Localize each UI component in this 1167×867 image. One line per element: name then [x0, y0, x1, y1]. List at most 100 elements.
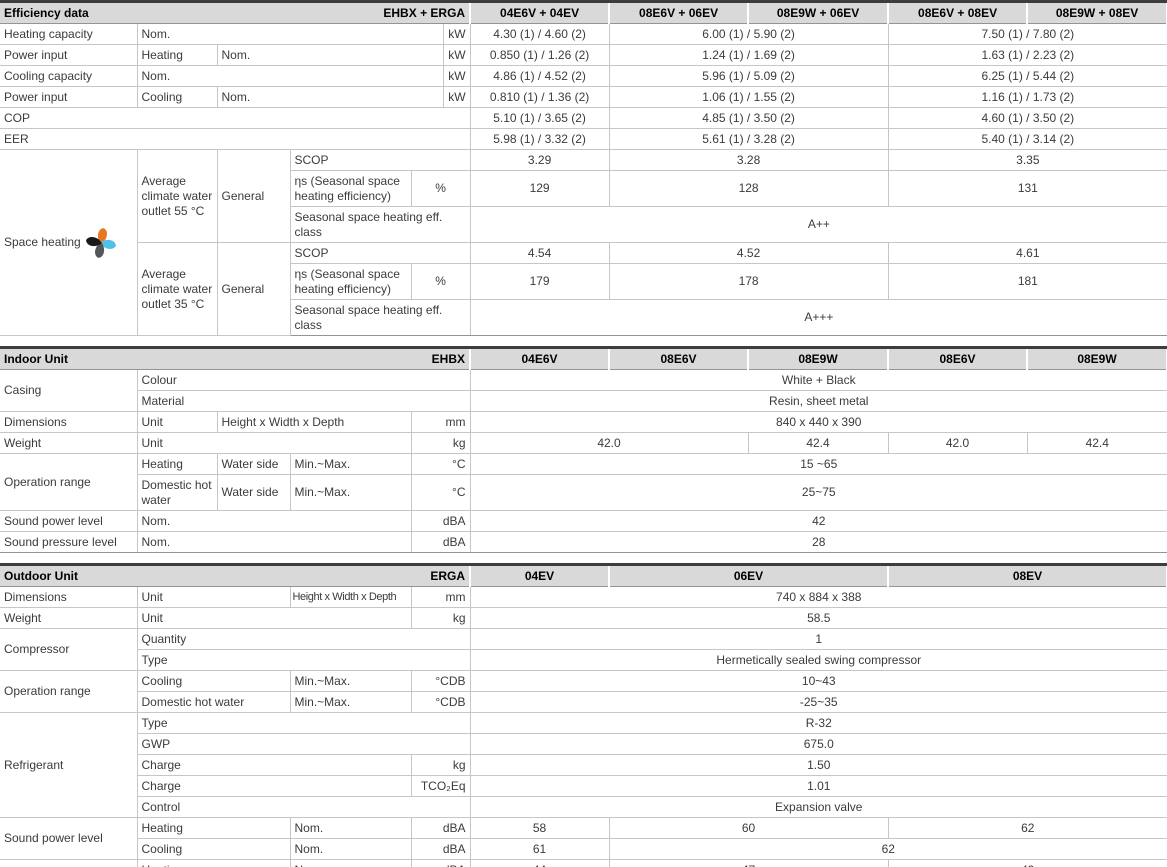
row-label: Casing [0, 369, 138, 412]
cell-unit: % [411, 170, 471, 207]
cell-value: 4.86 (1) / 4.52 (2) [470, 65, 610, 87]
cell-sub: Nom. [290, 859, 412, 867]
table-row: Sound pressure level Nom. dBA 28 [0, 531, 1167, 553]
cell-value: 1.63 (1) / 2.23 (2) [888, 44, 1167, 66]
cell-unit: °CDB [411, 691, 471, 713]
table-row: Outdoor Unit ERGA 04EV 06EV 08EV [0, 564, 1167, 587]
cell-unit: mm [411, 586, 471, 608]
cell-value: 1.24 (1) / 1.69 (2) [609, 44, 889, 66]
cell-value: 740 x 884 x 388 [470, 586, 1167, 608]
cell-sub: Nom. [137, 510, 412, 532]
table-row: ηs (Seasonal space heating efficiency) %… [0, 170, 1167, 207]
cell-sub: Nom. [137, 531, 412, 553]
row-label: Sound pressure level [0, 531, 138, 553]
cell-unit: dBA [411, 510, 471, 532]
cell-sub: Colour [137, 369, 471, 391]
cell-sub: Quantity [137, 628, 471, 650]
cell-value: 3.35 [888, 149, 1167, 171]
table-row: Domestic hot water Water side Min.~Max. … [0, 474, 1167, 511]
row-label: EER [0, 128, 471, 150]
cell-unit: dBA [411, 817, 471, 839]
cell-value: 1.50 [470, 754, 1167, 776]
cell-unit: kg [411, 607, 471, 629]
cell-value: 675.0 [470, 733, 1167, 755]
cell-value: A++ [470, 206, 1167, 243]
section-title: Efficiency data [4, 5, 89, 20]
cell-sub: GWP [137, 733, 471, 755]
table-row: Cooling Nom. dBA 61 62 [0, 838, 1167, 860]
cell-value: 4.60 (1) / 3.50 (2) [888, 107, 1167, 129]
cell-mode: Heating [137, 817, 291, 839]
cell-sub: SCOP [290, 149, 471, 171]
column-header: 08E6V [609, 347, 749, 370]
cell-range: Min.~Max. [290, 474, 412, 511]
table-row: Sound power level Heating Nom. dBA 58 60… [0, 817, 1167, 860]
row-label: Operation range [0, 670, 138, 713]
cell-unit: kW [443, 44, 471, 66]
section-code: EHBX + ERGA [383, 5, 466, 20]
table-row: Operation range Cooling Min.~Max. °CDB 1… [0, 670, 1167, 713]
cell-unit: dBA [411, 859, 471, 867]
cell-sub: Nom. [137, 65, 444, 87]
cell-value: 1.06 (1) / 1.55 (2) [609, 86, 889, 108]
cell-value: 4.61 [888, 242, 1167, 264]
cell-value: 5.98 (1) / 3.32 (2) [470, 128, 610, 150]
table-row: EER 5.98 (1) / 3.32 (2) 5.61 (1) / 3.28 … [0, 128, 1167, 150]
row-label: Power input [0, 86, 138, 108]
cell-sub: ηs (Seasonal space heating efficiency) [290, 263, 412, 300]
cell-value: 5.10 (1) / 3.65 (2) [470, 107, 610, 129]
cell-unit: dBA [411, 531, 471, 553]
cell-value: 129 [470, 170, 610, 207]
cell-value: 181 [888, 263, 1167, 300]
cell-value: 42.0 [888, 432, 1028, 454]
cell-value: 131 [888, 170, 1167, 207]
cell-value: 10~43 [470, 670, 1167, 692]
cell-sub: Type [137, 649, 471, 671]
cell-value: 47 [609, 859, 889, 867]
cell-value: 1 [470, 628, 1167, 650]
cell-unit: TCO₂Eq [411, 775, 471, 797]
column-header: 04E6V + 04EV [470, 1, 611, 24]
column-header: 08E6V + 08EV [888, 1, 1029, 24]
cell-value: A+++ [470, 299, 1167, 336]
column-header: 08E9W [1027, 347, 1167, 370]
cell-mode: Heating [137, 859, 291, 867]
cell-value: 62 [609, 838, 1167, 860]
cell-sub: Seasonal space heating eff. class [290, 206, 471, 243]
cell-value: Resin, sheet metal [470, 390, 1167, 412]
section-header: Indoor Unit EHBX [0, 347, 471, 370]
row-label: Sound power level [0, 817, 138, 860]
table-row: GWP 675.0 [0, 733, 1167, 755]
space-heating-flower-icon [85, 227, 116, 258]
cell-range: Min.~Max. [290, 670, 412, 692]
row-label: Heating capacity [0, 23, 138, 45]
cell-sub: Charge [137, 754, 412, 776]
row-label: Weight [0, 607, 138, 629]
cell-sub: Nom. [290, 838, 412, 860]
table-row: Casing Colour White + Black [0, 369, 1167, 412]
cell-value: 179 [470, 263, 610, 300]
cell-value: 4.52 [609, 242, 889, 264]
cell-value: 1.16 (1) / 1.73 (2) [888, 86, 1167, 108]
table-row: Space heating Average climate water outl… [0, 149, 1167, 336]
column-header: 08E9W [748, 347, 889, 370]
cell-value: 6.00 (1) / 5.90 (2) [609, 23, 889, 45]
cell-value: 840 x 440 x 390 [470, 411, 1167, 433]
cell-value: Hermetically sealed swing compressor [470, 649, 1167, 671]
cell-unit: °C [411, 453, 471, 475]
column-header: 08E9W + 06EV [748, 1, 890, 24]
row-label: COP [0, 107, 471, 129]
cell-sub: Nom. [217, 44, 444, 66]
column-header: 04EV [470, 564, 610, 587]
table-row: Cooling capacity Nom. kW 4.86 (1) / 4.52… [0, 65, 1167, 87]
cell-value: White + Black [470, 369, 1167, 391]
cell-value: 1.01 [470, 775, 1167, 797]
cell-value: 3.28 [609, 149, 889, 171]
row-label: Compressor [0, 628, 138, 671]
cell-value: 60 [609, 817, 889, 839]
space-heating-label-cell: Space heating [0, 149, 138, 336]
cell-sub: Control [137, 796, 471, 818]
row-label: Weight [0, 432, 138, 454]
cell-sub: Unit [137, 411, 218, 433]
cell-mode: Heating [137, 44, 218, 66]
